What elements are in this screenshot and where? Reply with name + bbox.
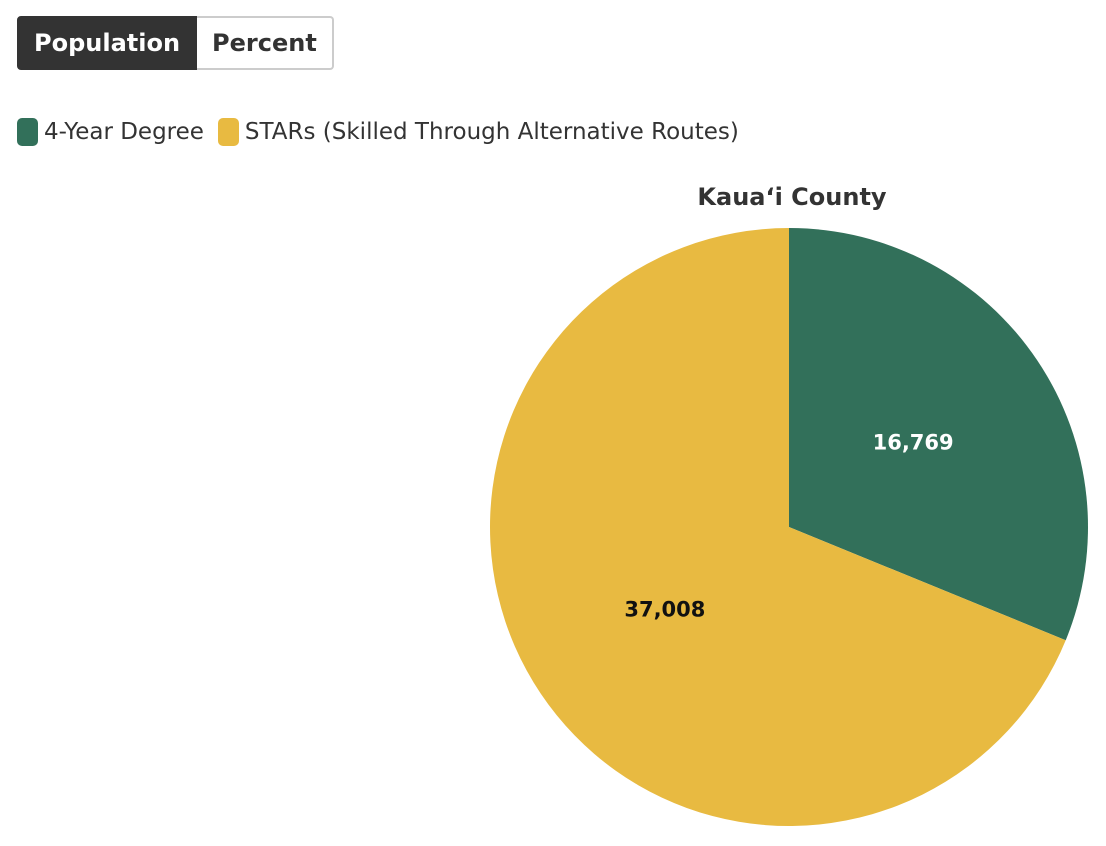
legend: 4-Year Degree STARs (Skilled Through Alte… <box>17 118 739 146</box>
chart-title: Kaua‘i County <box>697 183 887 211</box>
legend-swatch <box>217 118 239 146</box>
pie-slice <box>489 228 1066 826</box>
toggle-group: Population Percent <box>17 16 334 70</box>
toggle-button[interactable]: Percent <box>197 16 334 70</box>
toggle-button[interactable]: Population <box>17 16 198 70</box>
legend-label: STARs (Skilled Through Alternative Route… <box>244 119 739 145</box>
legend-swatch <box>17 118 38 146</box>
legend-item: STARs (Skilled Through Alternative Route… <box>217 118 739 146</box>
data-label: 37,008 <box>624 597 705 621</box>
data-label: 16,769 <box>873 431 954 455</box>
legend-item: 4-Year Degree <box>17 118 204 146</box>
pie-slice <box>789 228 1088 641</box>
legend-label: 4-Year Degree <box>44 119 204 145</box>
